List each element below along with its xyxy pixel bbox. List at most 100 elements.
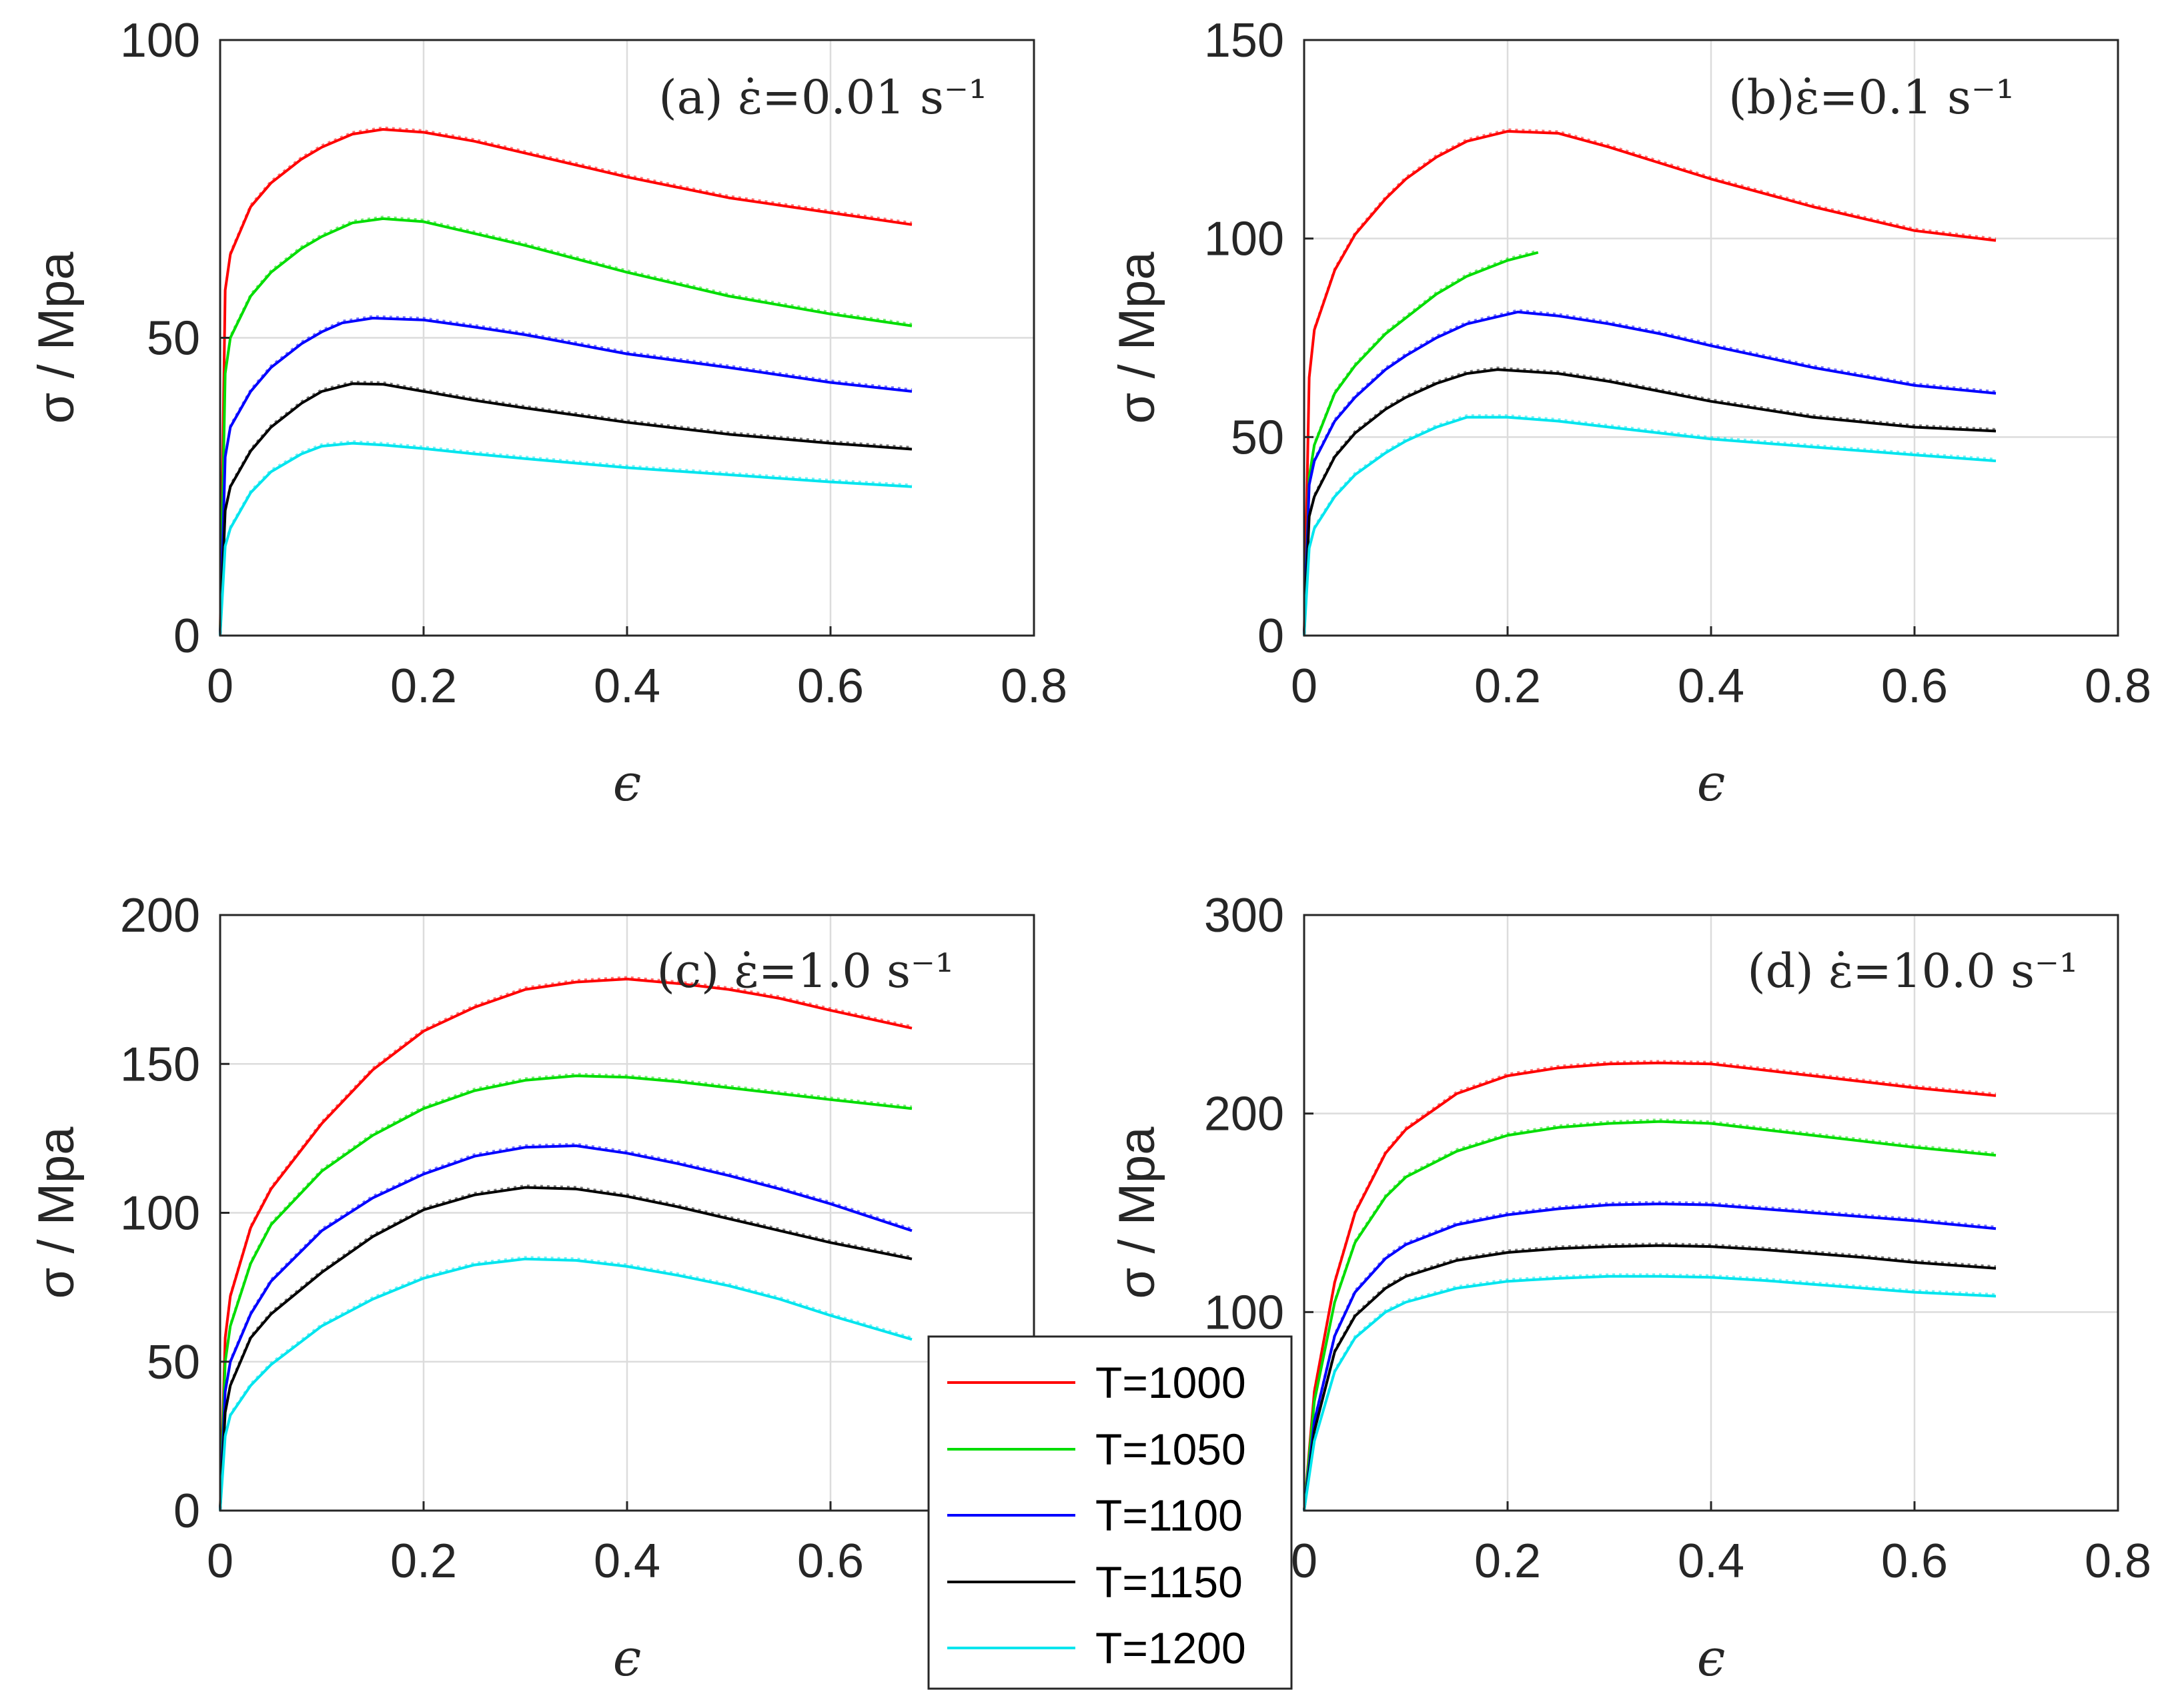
- legend-box: [927, 1335, 1293, 1690]
- series-line: [1303, 1061, 1997, 1511]
- ticks: 0 0.2 0.4 0.6 0 50 100 150 200: [120, 889, 864, 1588]
- x-tick-label: 0.4: [1678, 660, 1744, 713]
- panel-d: 00.20.40.60.80100200300(d) ε̇=10.0 s⁻¹ϵσ…: [1109, 889, 2151, 1687]
- series-exp-line: [1303, 366, 1997, 634]
- series-exp-line: [219, 1184, 913, 1509]
- x-tick-label: 0.8: [1001, 660, 1067, 713]
- series-exp-line: [1303, 1200, 1997, 1509]
- series-exp-line: [219, 1256, 913, 1509]
- legend-label: T=1100: [1095, 1491, 1243, 1540]
- x-tick-label: 0.6: [797, 660, 864, 713]
- series-group: [1303, 1060, 1997, 1511]
- legend-entry: T=1200: [947, 1623, 1246, 1673]
- series-exp-line: [219, 215, 913, 634]
- series-line: [1303, 129, 1997, 636]
- legend-label: T=1050: [1095, 1425, 1246, 1474]
- x-axis-label: ϵ: [613, 1628, 642, 1687]
- x-tick-label: 0.2: [390, 1535, 457, 1588]
- series-line: [1303, 1202, 1997, 1511]
- series-line: [219, 1074, 913, 1511]
- x-tick-label: 0.4: [594, 660, 660, 713]
- legend: T=1000 T=1050 T=1100 T=1150 T=1200: [927, 1335, 1293, 1690]
- series-exp-line: [219, 1072, 913, 1509]
- y-tick-label: 0: [1257, 610, 1284, 663]
- y-tick-label: 0: [173, 1485, 200, 1538]
- panel-b: 0 0.2 0.4 0.6 0.8 0 50 100 150 (b)ε̇=0.1 s⁻¹ ϵ σ / …: [1109, 14, 2151, 812]
- x-tick-label: 0.4: [1678, 1535, 1744, 1588]
- series-exp-line: [219, 380, 913, 634]
- y-tick-label: 50: [147, 1336, 200, 1389]
- series-exp-line: [1303, 414, 1997, 634]
- y-axis-label: σ / Mpa: [28, 251, 85, 424]
- y-tick-label: 100: [1204, 213, 1284, 266]
- y-tick-label: 150: [120, 1038, 200, 1091]
- x-tick-label: 0.2: [390, 660, 457, 713]
- y-tick-label: 50: [1231, 411, 1284, 464]
- series-line: [219, 382, 913, 636]
- series-line: [1303, 368, 1997, 636]
- panel-title: (d) ε̇=10.0 s⁻¹: [1747, 944, 2078, 998]
- x-tick-label: 0.2: [1474, 660, 1541, 713]
- series-exp-line: [219, 976, 913, 1509]
- series-line: [219, 1257, 913, 1511]
- series-line: [219, 217, 913, 636]
- y-tick-label: 200: [120, 889, 200, 942]
- series-exp-line: [219, 1142, 913, 1509]
- series-line: [219, 1186, 913, 1511]
- x-tick-label: 0.8: [2085, 660, 2151, 713]
- x-tick-label: 0.6: [1881, 660, 1948, 713]
- series-line: [219, 128, 913, 636]
- ticks: 0 0.2 0.4 0.6 0.8 0 50 100: [120, 14, 1067, 713]
- x-axis-label: ϵ: [1697, 1628, 1726, 1687]
- x-axis-label: ϵ: [1697, 753, 1726, 812]
- x-tick-label: 0: [1291, 1535, 1317, 1588]
- x-tick-label: 0.6: [797, 1535, 864, 1588]
- panel-a: 0 0.2 0.4 0.6 0.8 0 50 100 (a) ε̇=0.01 s⁻¹ ϵ σ / M…: [28, 14, 1067, 812]
- series-line: [1303, 1120, 1997, 1511]
- panel-title: (a) ε̇=0.01 s⁻¹: [658, 70, 987, 125]
- panel-c: 0 0.2 0.4 0.6 0 50 100 150 200 (c) ε̇=1.0 s⁻¹ ϵ σ /…: [28, 889, 1035, 1687]
- series-exp-line: [1303, 249, 1539, 634]
- panel-title: (b)ε̇=0.1 s⁻¹: [1728, 70, 2015, 125]
- x-tick-label: 0.6: [1881, 1535, 1948, 1588]
- y-tick-label: 50: [147, 312, 200, 365]
- series-exp-line: [1303, 1273, 1997, 1509]
- y-tick-label: 100: [120, 1187, 200, 1240]
- series-line: [219, 317, 913, 636]
- series-exp-line: [1303, 1118, 1997, 1509]
- legend-entry: T=1100: [947, 1491, 1243, 1540]
- series-exp-line: [1303, 309, 1997, 634]
- series-line: [1303, 415, 1997, 636]
- ticks: 0 0.2 0.4 0.6 0.8 0 50 100 150: [1204, 14, 2151, 713]
- y-axis-label: σ / Mpa: [1109, 1126, 1165, 1299]
- y-tick-label: 300: [1204, 889, 1284, 942]
- y-tick-label: 100: [120, 14, 200, 67]
- series-exp-line: [1303, 1242, 1997, 1509]
- gridlines: [1303, 39, 2119, 637]
- legend-label: T=1000: [1095, 1358, 1246, 1407]
- series-group: [219, 126, 913, 636]
- y-tick-label: 200: [1204, 1088, 1284, 1141]
- series-group: [1303, 128, 1997, 636]
- legend-entry: T=1150: [947, 1557, 1243, 1607]
- legend-entry: T=1000: [947, 1358, 1246, 1407]
- x-axis-label: ϵ: [613, 753, 642, 812]
- series-line: [219, 978, 913, 1511]
- series-exp-line: [219, 440, 913, 634]
- ticks: 00.20.40.60.80100200300: [1204, 889, 2151, 1588]
- series-line: [219, 442, 913, 636]
- y-axis-label: σ / Mpa: [1109, 251, 1165, 424]
- x-tick-label: 0.2: [1474, 1535, 1541, 1588]
- series-exp-line: [1303, 1060, 1997, 1509]
- legend-entry: T=1050: [947, 1425, 1246, 1474]
- y-tick-label: 0: [173, 610, 200, 663]
- series-line: [1303, 1274, 1997, 1511]
- series-line: [1303, 310, 1997, 636]
- gridlines: [219, 39, 1035, 637]
- series-line: [219, 1144, 913, 1511]
- x-tick-label: 0: [207, 660, 233, 713]
- x-tick-label: 0.8: [2085, 1535, 2151, 1588]
- x-tick-label: 0: [1291, 660, 1317, 713]
- gridlines: [1303, 914, 2119, 1512]
